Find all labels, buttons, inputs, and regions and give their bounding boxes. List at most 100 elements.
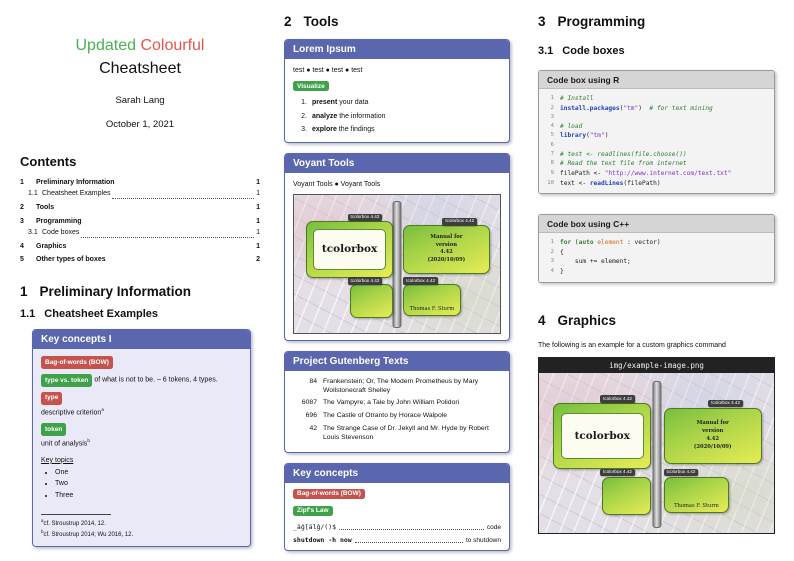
graphics-caption: The following is an example for a custom… [538, 341, 726, 349]
manual-text: Manual for version 4.42 (2020/10/09) [693, 420, 732, 450]
code-line: 3 sum += element; [550, 258, 631, 266]
box-title-voyant-tools: Voyant Tools [285, 153, 509, 173]
table-row: 84 Frankenstein; Or, The Modern Promethe… [309, 377, 479, 394]
image-filename-bar: img/example-image.png [539, 357, 774, 373]
box-title-key-concepts-1: Key concepts I [33, 330, 250, 350]
code-line: 1 for (auto element : vector) [550, 239, 661, 247]
document-title: Updated Colourful Cheatsheet [20, 34, 260, 80]
manual-box: Manual for version 4.42 (2020/10/09) [663, 407, 762, 465]
type-definition: descriptive criteriona [41, 406, 104, 416]
voyant-links[interactable]: Voyant Tools ● Voyant Tools [293, 180, 381, 188]
toc-entry-graphics[interactable]: 4 Graphics 1 [20, 242, 260, 250]
code-line: 5 library("tm") [550, 132, 609, 140]
key-concepts-1-body: Bag-of-words (BOW) type vs. token of wha… [33, 349, 250, 547]
list-item: 2. analyze the information [301, 112, 386, 120]
left-column: Updated Colourful Cheatsheet Sarah Lang … [20, 34, 260, 548]
example-image-frame: img/example-image.png tcolorbox Manual f… [538, 356, 775, 534]
tcolorbox-version-bar: tcolorbox 4.42 [347, 277, 383, 285]
toc-entry-tools[interactable]: 2 Tools 1 [20, 204, 260, 212]
tcolorbox-version-bar: tcolorbox 4.42 [708, 399, 744, 408]
middle-column: 2 Tools Lorem Ipsum test ● test ● test ●… [284, 14, 510, 551]
test-links-line[interactable]: test ● test ● test ● test [293, 67, 363, 74]
code-line: 1 # Install [550, 95, 594, 102]
code-line: 7 # test <- readlines(file.choose()) [550, 150, 687, 158]
section-heading-programming: 3 Programming [538, 14, 646, 29]
footnote-b: bcf. Stroustrup 2014; Wu 2016, 12. [41, 528, 134, 538]
code-line: 8 # Read the text file from internet [550, 160, 687, 168]
tcolorbox-main-box: tcolorbox [306, 220, 393, 278]
manual-box: Manual for version 4.42 (2020/10/09) [403, 224, 490, 274]
tcolorbox-version-bar: tcolorbox 4.42 [600, 468, 635, 477]
key-concepts-box: Key concepts Bag-of-words (BOW) Zipf's L… [284, 462, 510, 551]
badge-type: type [41, 391, 63, 405]
tcolorbox-version-bar: tcolorbox 4.42 [347, 213, 383, 222]
manual-text: Manual for version 4.42 (2020/10/09) [427, 233, 466, 264]
contents-heading: Contents [20, 154, 77, 170]
badge-visualize: Visualize [293, 81, 329, 91]
key-topics-heading: Key topics [41, 456, 74, 464]
tcolorbox-version-bar: tcolorbox 4.42 [442, 217, 478, 226]
title-word-updated: Updated [75, 37, 137, 54]
badge-type-vs-token: type vs. token [41, 374, 93, 387]
table-row: 6087 The Vampyre; a Tale by John William… [301, 399, 460, 407]
code-reference-line: _äĝ[älĝ/()$ code [293, 522, 501, 531]
pole-graphic [392, 201, 402, 329]
small-green-box [602, 476, 652, 516]
toc-entry-other-boxes[interactable]: 5 Other types of boxes 2 [20, 256, 260, 264]
code-line: 4 # load [550, 122, 583, 130]
r-code-box: Code box using R 1 # Install 2 install.pac… [538, 70, 775, 195]
table-row: 42 The Strange Case of Dr. Jekyll and Mr… [309, 424, 489, 441]
author-name: Sarah Lang [115, 95, 165, 107]
right-column: 3 Programming 3.1 Code boxes Code box us… [538, 14, 775, 534]
footnote-a: acf. Stroustrup 2014, 12. [41, 517, 106, 527]
key-topics-list: One Two Three [41, 467, 242, 502]
box-title-key-concepts: Key concepts [285, 463, 509, 483]
lorem-ipsum-box: Lorem Ipsum test ● test ● test ● test Vi… [284, 39, 510, 143]
tcolorbox-example-image: tcolorbox Manual for version 4.42 (2020/10… [539, 372, 774, 533]
list-item: Three [55, 490, 242, 502]
voyant-tools-box: Voyant Tools Voyant Tools ● Voyant Tools… [284, 152, 510, 341]
tcolorbox-logo: tcolorbox [313, 229, 387, 270]
code-line: 2{ [550, 248, 564, 256]
table-of-contents: 1 Preliminary Information 1 1.1 Cheatshe… [20, 178, 260, 266]
code-line: 6 [550, 142, 554, 149]
code-reference-line: shutdown -h now to shutdown [293, 535, 501, 544]
badge-bag-of-words: Bag-of-words (BOW) [293, 488, 365, 499]
list-item: Two [55, 478, 242, 490]
tcolorbox-version-bar: tcolorbox 4.42 [600, 395, 635, 403]
badge-bag-of-words: Bag-of-words (BOW) [41, 356, 113, 370]
title-line-1: Updated Colourful [20, 34, 260, 57]
code-line: 3 [550, 114, 554, 121]
tcolorbox-main-box: tcolorbox [553, 403, 652, 470]
toc-entry-cheatsheet-examples[interactable]: 1.1 Cheatsheet Examples 1 [28, 190, 260, 200]
pole-graphic [652, 380, 661, 528]
toc-entry-preliminary-information[interactable]: 1 Preliminary Information 1 [20, 179, 260, 187]
token-definition: unit of analysisb [41, 438, 90, 448]
tcolorbox-version-bar: tcolorbox 4.42 [663, 468, 699, 477]
title-word-colourful: Colourful [140, 37, 205, 54]
subsection-heading-cheatsheet-examples: 1.1 Cheatsheet Examples [20, 308, 159, 321]
tcolorbox-logo: tcolorbox [560, 412, 644, 460]
key-concepts-1-box: Key concepts I Bag-of-words (BOW) type v… [32, 329, 251, 548]
box-title-lorem-ipsum: Lorem Ipsum [285, 40, 509, 59]
subsection-heading-code-boxes: 3.1 Code boxes [538, 45, 625, 57]
badge-token: token [41, 423, 67, 437]
footnote-rule [41, 513, 111, 515]
gutenberg-texts-box: Project Gutenberg Texts 84 Frankenstein;… [284, 350, 510, 453]
list-item: One [55, 467, 242, 479]
section-heading-tools: 2 Tools [284, 14, 339, 29]
tcolorbox-example-image: tcolorbox Manual for version 4.42 (2020/10… [293, 193, 501, 334]
code-line: 2 install.packages("tm") # for text minin… [550, 104, 713, 112]
table-row: 696 The Castle of Otranto by Horace Walp… [305, 412, 448, 420]
author-box: Thomas F. Sturm [403, 284, 461, 316]
box-title-gutenberg: Project Gutenberg Texts [285, 351, 509, 371]
list-item: 1. present your data [301, 99, 369, 106]
tcolorbox-version-bar: tcolorbox 4.42 [403, 277, 439, 285]
toc-entry-code-boxes[interactable]: 3.1 Code boxes 1 [28, 228, 260, 238]
section-heading-preliminary-information: 1 Preliminary Information [20, 284, 192, 300]
toc-entry-programming[interactable]: 3 Programming 1 [20, 217, 260, 225]
list-item: 3. explore the findings [301, 126, 375, 133]
badge-zipfs-law: Zipf's Law [293, 505, 333, 516]
box-title-r-code: Code box using R [539, 71, 774, 89]
code-line: 4} [550, 268, 564, 276]
